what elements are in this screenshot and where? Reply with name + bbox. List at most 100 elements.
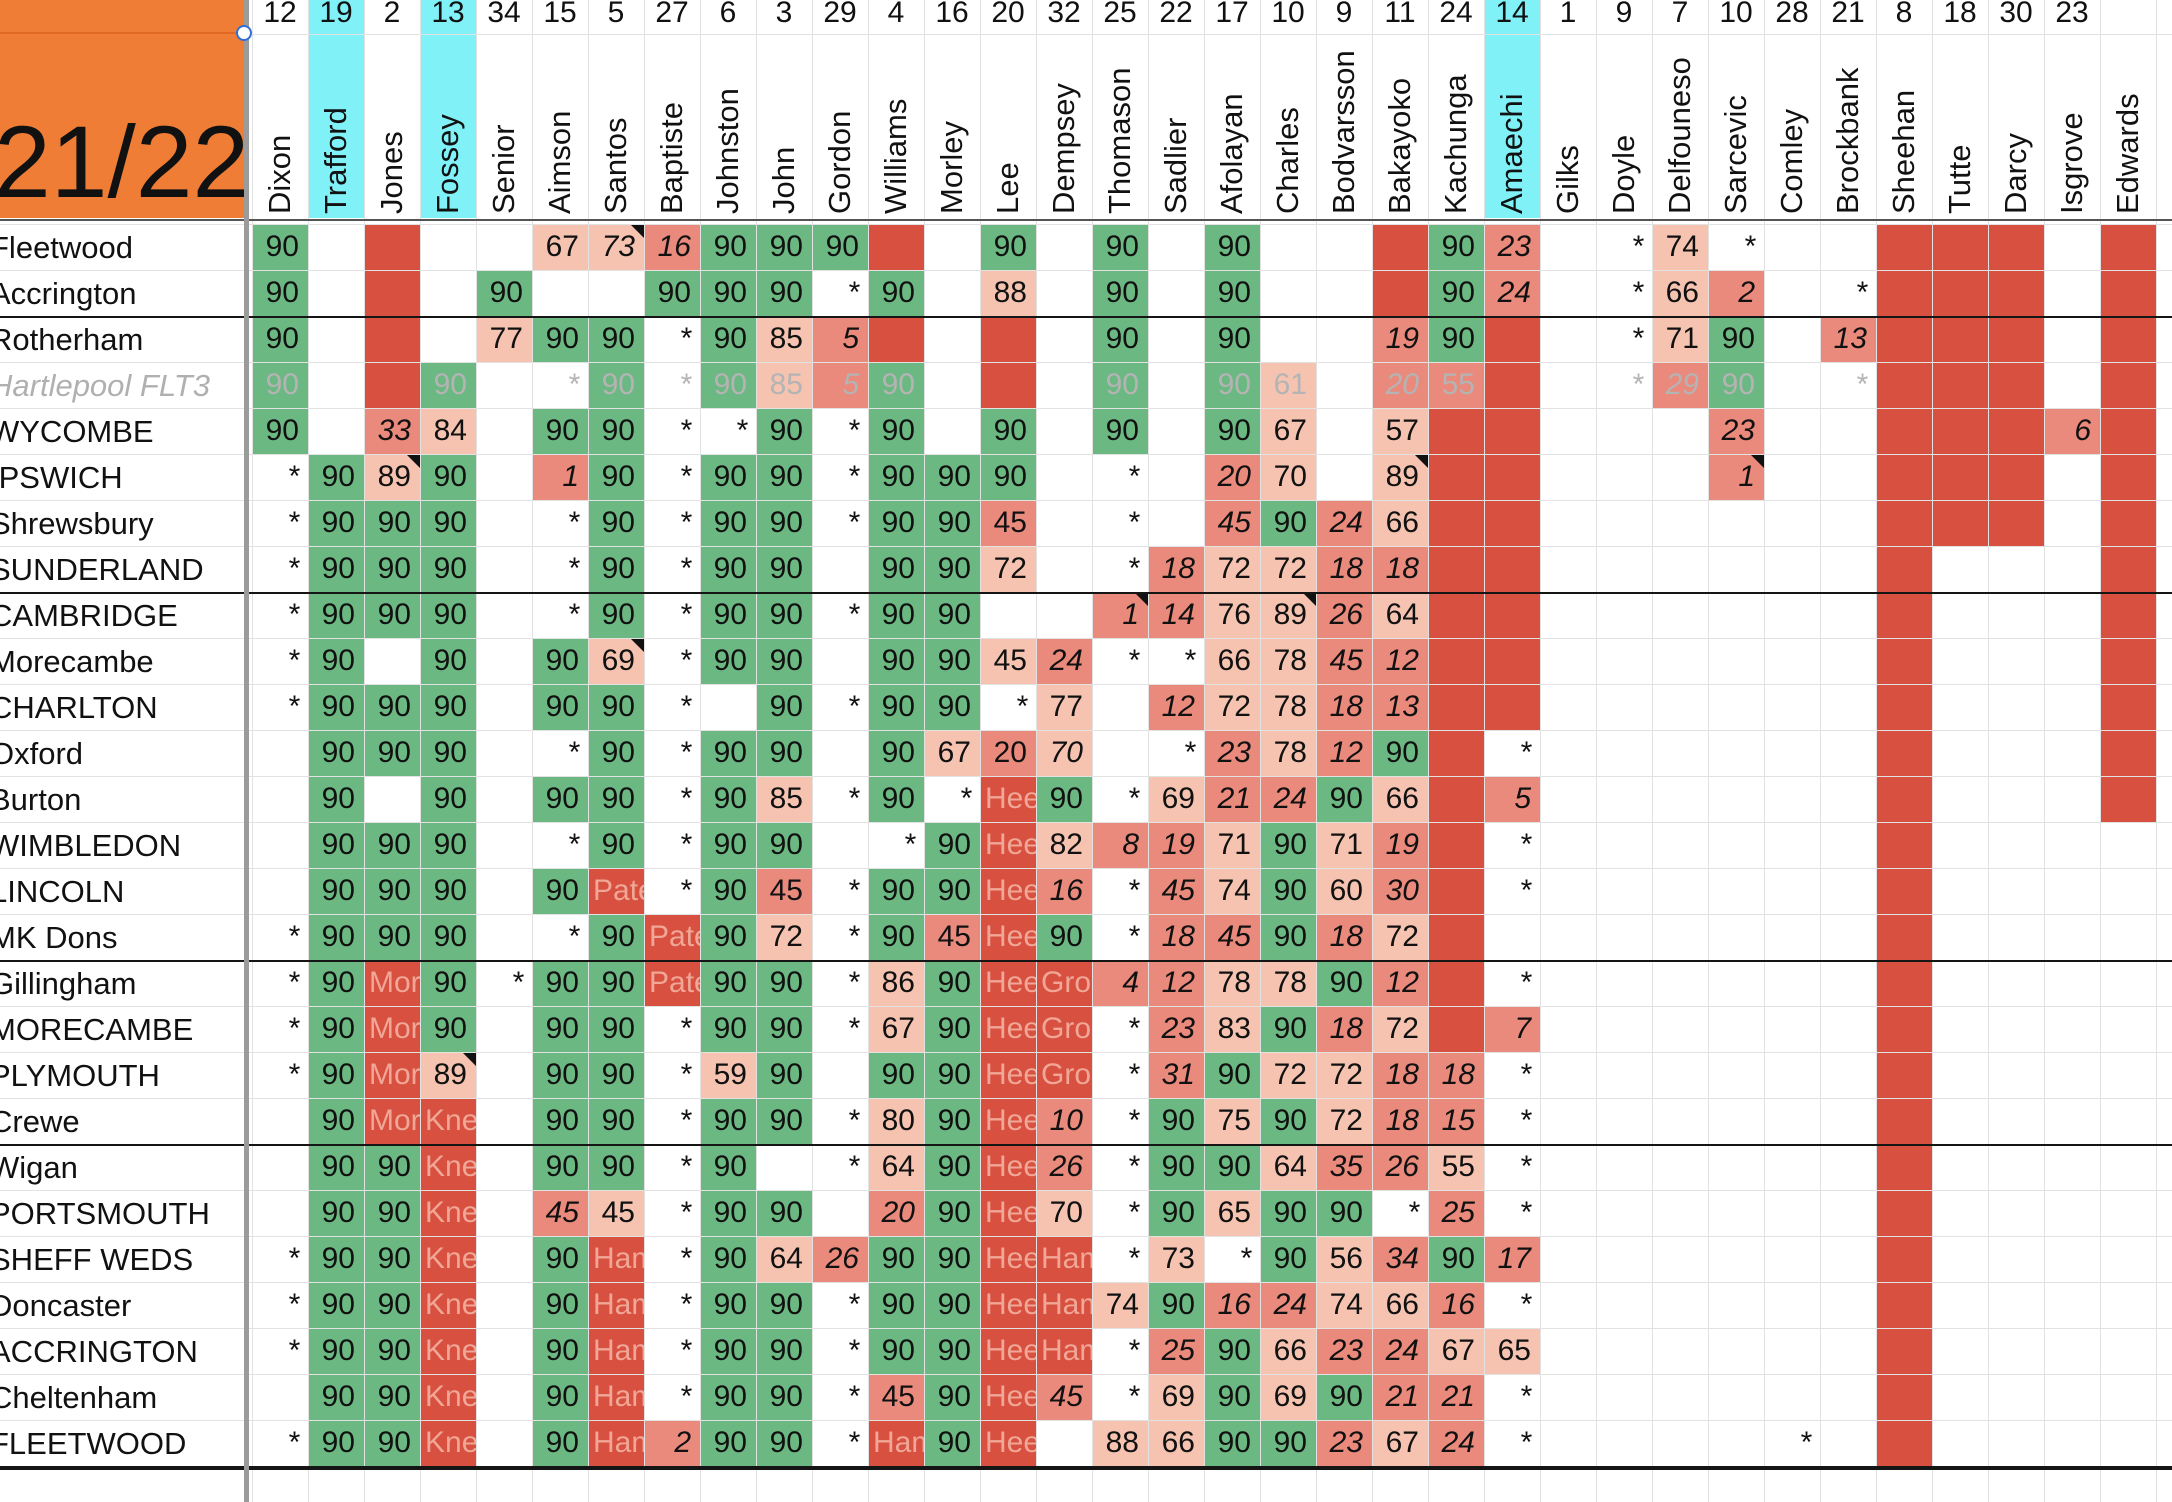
minutes-cell[interactable]: 78 [1261,961,1316,1006]
minutes-cell[interactable]: 23 [1317,1421,1372,1466]
minutes-cell[interactable]: 90 [533,869,588,914]
opponent-name[interactable]: PORTSMOUTH [0,1196,210,1231]
minutes-cell[interactable]: 24 [1373,1329,1428,1374]
minutes-cell[interactable]: 90 [533,317,588,362]
minutes-cell[interactable] [1429,777,1484,822]
opponent-name[interactable]: Shrewsbury [0,506,154,541]
minutes-cell[interactable] [2101,363,2156,408]
minutes-cell[interactable]: 90 [925,1421,980,1466]
minutes-cell[interactable]: * [679,368,691,401]
minutes-cell[interactable]: 90 [589,547,644,592]
minutes-cell[interactable]: 90 [309,1283,364,1328]
minutes-cell[interactable]: 78 [1261,639,1316,684]
minutes-cell[interactable]: 21 [1205,777,1260,822]
minutes-cell[interactable]: 66 [1149,1421,1204,1466]
minutes-cell[interactable]: 90 [925,501,980,546]
opponent-name[interactable]: Cheltenham [0,1380,158,1415]
opponent-name[interactable]: Gillingham [0,966,137,1001]
minutes-cell[interactable]: * [679,1058,691,1091]
minutes-cell[interactable] [2101,317,2156,362]
minutes-cell[interactable]: * [1799,1426,1811,1459]
minutes-cell[interactable]: 90 [701,225,756,270]
minutes-cell[interactable]: 90 [1205,1053,1260,1098]
minutes-cell[interactable]: 25 [1149,1329,1204,1374]
minutes-cell[interactable] [1429,639,1484,684]
minutes-cell[interactable]: * [1127,644,1139,677]
minutes-cell[interactable]: 71 [1317,823,1372,868]
minutes-cell[interactable]: 33 [365,409,420,454]
minutes-cell[interactable]: * [1519,1150,1531,1183]
minutes-cell[interactable]: 8 [1093,823,1148,868]
minutes-cell[interactable] [1933,455,1988,500]
minutes-cell[interactable]: * [1519,1058,1531,1091]
minutes-cell[interactable]: 67 [869,1007,924,1052]
minutes-cell[interactable]: 78 [1205,961,1260,1006]
minutes-cell[interactable]: * [511,966,523,999]
minutes-cell[interactable]: * [1855,368,1867,401]
minutes-cell[interactable] [1877,1053,1932,1098]
minutes-cell[interactable]: 72 [1205,685,1260,730]
minutes-cell[interactable]: 90 [981,409,1036,454]
opponent-name[interactable]: Accrington [0,276,137,311]
minutes-cell[interactable]: Heel [981,1421,1036,1466]
minutes-cell[interactable]: * [1127,506,1139,539]
minutes-cell[interactable]: 45 [1317,639,1372,684]
minutes-cell[interactable]: 90 [925,593,980,638]
minutes-cell[interactable]: * [679,828,691,861]
minutes-cell[interactable]: 23 [1149,1007,1204,1052]
minutes-cell[interactable]: 90 [309,685,364,730]
minutes-cell[interactable]: 90 [589,1145,644,1190]
minutes-cell[interactable]: 21 [1373,1375,1428,1420]
minutes-cell[interactable]: * [847,1380,859,1413]
minutes-cell[interactable]: 90 [421,1007,476,1052]
minutes-cell[interactable]: * [287,506,299,539]
minutes-cell[interactable]: 23 [1709,409,1764,454]
minutes-cell[interactable]: 90 [869,593,924,638]
minutes-cell[interactable]: 74 [1093,1283,1148,1328]
minutes-cell[interactable] [1877,593,1932,638]
minutes-cell[interactable]: 90 [365,1329,420,1374]
minutes-cell[interactable] [1877,409,1932,454]
minutes-cell[interactable]: 61 [1261,363,1316,408]
minutes-cell[interactable]: 12 [1149,685,1204,730]
minutes-cell[interactable]: 65 [1485,1329,1540,1374]
minutes-cell[interactable]: Groin [1037,1053,1092,1098]
minutes-cell[interactable]: 12 [1149,961,1204,1006]
minutes-cell[interactable] [1373,225,1428,270]
minutes-cell[interactable]: 90 [253,363,308,408]
minutes-cell[interactable]: 66 [1373,1283,1428,1328]
minutes-cell[interactable]: 73 [589,225,644,270]
minutes-cell[interactable] [2101,409,2156,454]
minutes-cell[interactable]: 90 [589,501,644,546]
minutes-cell[interactable] [1877,1375,1932,1420]
minutes-cell[interactable]: * [1127,782,1139,815]
minutes-cell[interactable]: 90 [757,455,812,500]
minutes-cell[interactable]: 90 [1429,271,1484,316]
minutes-cell[interactable] [1989,225,2044,270]
minutes-cell[interactable]: 90 [925,1007,980,1052]
minutes-cell[interactable]: 90 [925,1237,980,1282]
minutes-cell[interactable]: 90 [701,731,756,776]
minutes-cell[interactable]: 90 [869,869,924,914]
minutes-cell[interactable]: 90 [869,409,924,454]
minutes-cell[interactable]: 90 [533,961,588,1006]
minutes-cell[interactable]: 90 [757,961,812,1006]
minutes-cell[interactable]: * [847,690,859,723]
minutes-cell[interactable]: 90 [253,225,308,270]
minutes-cell[interactable]: 72 [1261,547,1316,592]
minutes-cell[interactable]: 90 [309,1375,364,1420]
minutes-cell[interactable]: 84 [421,409,476,454]
minutes-cell[interactable]: 90 [701,363,756,408]
opponent-name[interactable]: Morecambe [0,644,154,679]
minutes-cell[interactable]: 90 [1205,1329,1260,1374]
minutes-cell[interactable]: 90 [869,1237,924,1282]
minutes-cell[interactable]: 90 [309,1237,364,1282]
minutes-cell[interactable]: 90 [365,685,420,730]
minutes-cell[interactable]: 90 [1317,777,1372,822]
minutes-cell[interactable]: 20 [1373,363,1428,408]
minutes-cell[interactable]: 90 [421,961,476,1006]
minutes-cell[interactable]: * [679,1150,691,1183]
minutes-cell[interactable]: * [679,414,691,447]
minutes-cell[interactable] [2101,547,2156,592]
minutes-cell[interactable]: 2 [1709,271,1764,316]
